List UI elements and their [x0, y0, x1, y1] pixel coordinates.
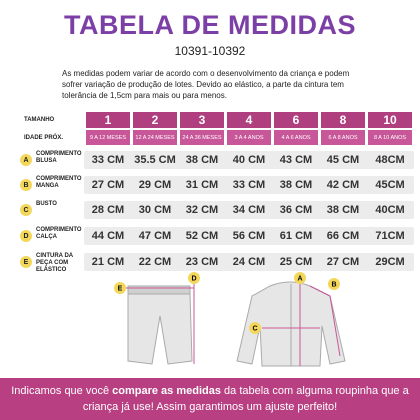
age-header: 3 A 4 ANOS — [227, 130, 271, 145]
measurement: 44 CM — [91, 230, 125, 242]
diagram-badge — [249, 322, 261, 334]
row-letter: A — [20, 154, 32, 166]
pants — [127, 285, 193, 365]
product-code: 10391-10392 — [174, 44, 246, 58]
size-header: 8 — [321, 112, 365, 128]
measurement: 33 CM — [232, 179, 266, 191]
diagram-letter: D — [191, 275, 196, 282]
row-letter: D — [20, 230, 32, 242]
size-header: 1 — [86, 112, 130, 128]
diagram-badge — [188, 272, 200, 284]
age-header: 8 A 10 ANOS — [368, 130, 412, 145]
measurement: 23 CM — [185, 256, 219, 268]
measurement: 42 CM — [326, 179, 360, 191]
measurement: 35.5 CM — [134, 154, 176, 166]
measurement: 21 CM — [91, 256, 125, 268]
measurement: 30 CM — [138, 204, 172, 216]
measurement: 48CM — [375, 154, 405, 166]
size-header: 10 — [368, 112, 412, 128]
row-label: BUSTO — [36, 201, 57, 207]
row-background — [84, 227, 414, 245]
diagram-letter: E — [118, 285, 123, 292]
size-label: TAMANHO — [24, 117, 55, 123]
footer: Indicamos que você compare as medidas da… — [0, 378, 420, 420]
measurement: 61 CM — [279, 230, 313, 242]
measurement: 24 CM — [232, 256, 266, 268]
size-header: 6 — [274, 112, 318, 128]
measurement: 27 CM — [91, 179, 125, 191]
row-background — [84, 151, 414, 169]
measurement: 56 CM — [232, 230, 266, 242]
measurement: 33 CM — [91, 154, 125, 166]
measurement: 29CM — [375, 256, 405, 268]
size-header: 2 — [133, 112, 177, 128]
size-header: 3 — [180, 112, 224, 128]
diagram-letter: B — [331, 281, 336, 288]
diagram-letter: A — [297, 275, 302, 282]
measurement: 45CM — [375, 179, 405, 191]
measure-line — [309, 285, 341, 357]
measurement: 45 CM — [326, 154, 360, 166]
age-label: IDADE PRÓX. — [24, 135, 64, 141]
row-letter: B — [20, 179, 32, 191]
age-header: 6 A 8 ANOS — [321, 130, 365, 145]
row-label: COMPRIMENTO BLUSA — [36, 151, 82, 164]
measurement: 28 CM — [91, 204, 125, 216]
row-background — [84, 253, 414, 271]
measurement: 22 CM — [138, 256, 172, 268]
row-letter: C — [20, 204, 32, 216]
measurement: 27 CM — [326, 256, 360, 268]
measurement: 38 CM — [326, 204, 360, 216]
measurement: 32 CM — [185, 204, 219, 216]
footer-bold: compare as medidas — [112, 385, 221, 397]
measurement: 29 CM — [138, 179, 172, 191]
diagram-badge — [114, 282, 126, 294]
note: As medidas podem variar de acordo com o … — [62, 69, 350, 100]
illustrations: A B C D E — [114, 272, 346, 367]
measurement: 36 CM — [279, 204, 313, 216]
age-header: 4 A 6 ANOS — [274, 130, 318, 145]
diagram-badge — [294, 272, 306, 284]
footer-text: Indicamos que você — [11, 385, 113, 397]
measurement: 40CM — [375, 204, 405, 216]
row-letter: E — [20, 256, 32, 268]
title: TABELA DE MEDIDAS — [64, 10, 356, 40]
diagram-letter: C — [252, 325, 257, 332]
measurement: 38 CM — [185, 154, 219, 166]
measurement: 71CM — [375, 230, 405, 242]
diagram-badge — [328, 278, 340, 290]
measurement: 52 CM — [185, 230, 219, 242]
row-label: COMPRIMENTO MANGA — [36, 176, 82, 189]
measurement: 66 CM — [326, 230, 360, 242]
age-header: 9 A 12 MESES — [86, 130, 130, 145]
measurement: 31 CM — [185, 179, 219, 191]
size-header: 4 — [227, 112, 271, 128]
footer-text: da tabela com alguma roupinha que a cria… — [82, 385, 409, 413]
measurement: 38 CM — [279, 179, 313, 191]
age-header: 24 A 36 MESES — [180, 130, 224, 145]
measurement: 40 CM — [232, 154, 266, 166]
age-header: 12 A 24 MESES — [133, 130, 177, 145]
measurement: 25 CM — [279, 256, 313, 268]
row-background — [84, 201, 414, 219]
row-label: COMPRIMENTO CALÇA — [36, 227, 82, 240]
row-label: CINTURA DA PEÇA COM ELÁSTICO — [36, 253, 73, 273]
measurement: 34 CM — [232, 204, 266, 216]
measurement: 47 CM — [138, 230, 172, 242]
measurement: 43 CM — [279, 154, 313, 166]
row-background — [84, 176, 414, 194]
